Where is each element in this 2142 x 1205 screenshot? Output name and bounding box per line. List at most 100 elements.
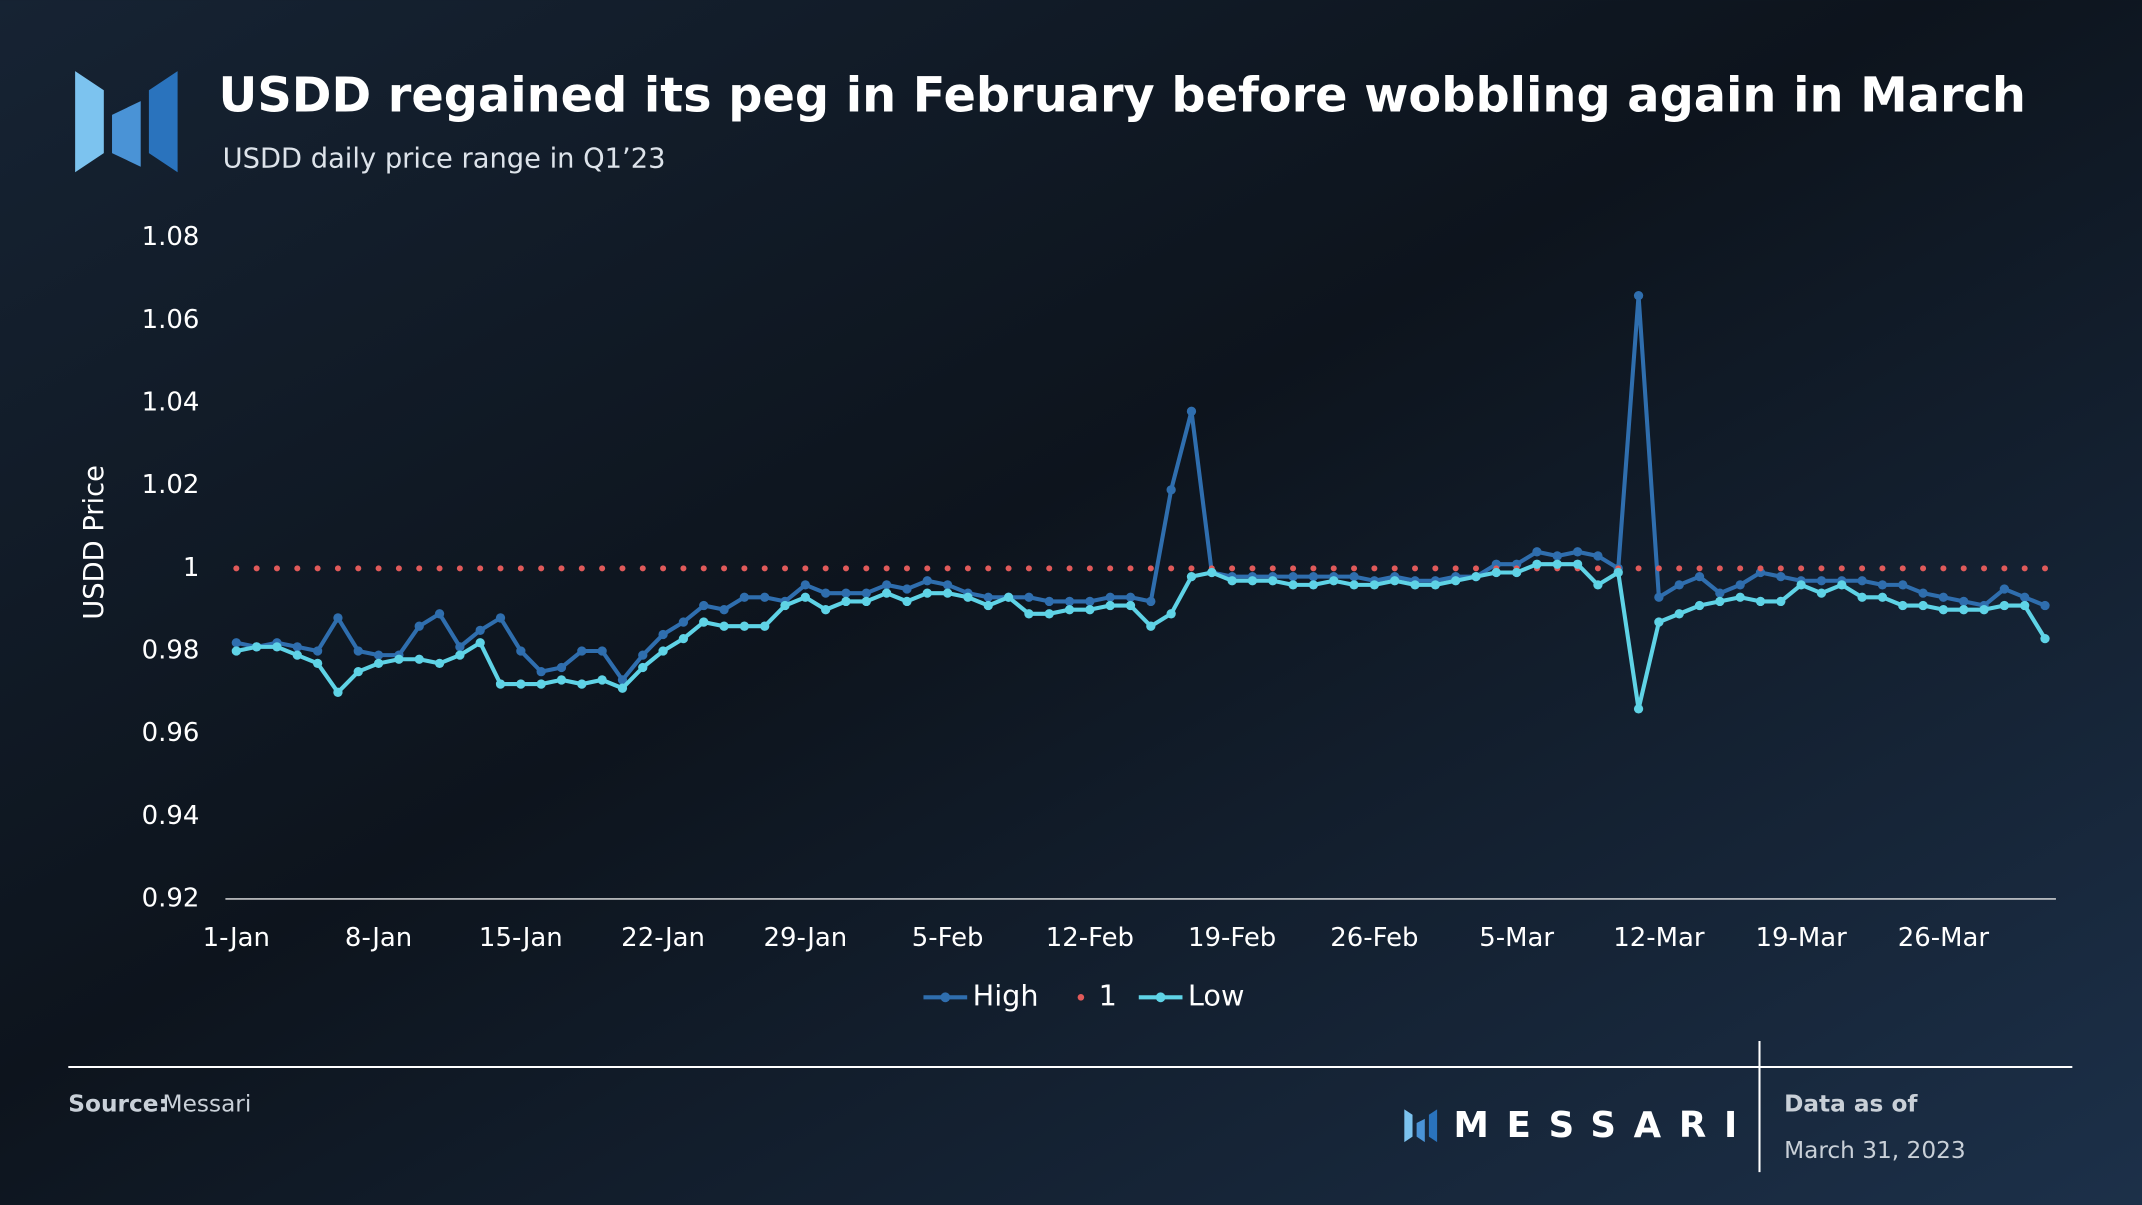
point	[1959, 605, 1969, 615]
point	[1146, 621, 1156, 631]
point	[1633, 704, 1644, 714]
point	[2020, 592, 2030, 602]
point	[719, 605, 729, 615]
point	[617, 683, 628, 693]
point	[841, 588, 851, 598]
dotted-point	[355, 565, 362, 572]
point	[1837, 580, 1847, 590]
y-tick-label: 1.02	[142, 470, 200, 500]
dotted-point	[1655, 565, 1662, 572]
point	[577, 679, 587, 689]
point	[1755, 596, 1766, 607]
point	[638, 650, 648, 660]
point	[678, 617, 689, 627]
point	[800, 580, 810, 590]
point	[1166, 609, 1176, 619]
dotted-point	[964, 565, 971, 572]
point	[495, 679, 506, 689]
point	[658, 629, 668, 640]
point	[1532, 547, 1542, 557]
dotted-point	[1046, 565, 1053, 572]
point	[1532, 559, 1542, 569]
dotted-point	[456, 565, 463, 572]
point	[1898, 600, 1908, 611]
brand: MESSARI	[1453, 1105, 1754, 1146]
dotted-point	[477, 565, 484, 572]
point	[272, 642, 282, 652]
y-tick-label: 1.04	[142, 388, 200, 418]
dotted-point	[1452, 565, 1459, 572]
dotted-point	[1777, 565, 1784, 572]
point	[1552, 559, 1562, 569]
point	[536, 679, 546, 689]
chart-subtitle: USDD daily price range in Q1’23	[223, 143, 666, 174]
dotted-point	[721, 565, 728, 572]
y-tick-label: 0.94	[142, 801, 200, 831]
dotted-point	[1920, 565, 1927, 572]
point	[1329, 576, 1339, 586]
point	[1044, 596, 1054, 607]
logo-part	[148, 71, 178, 173]
dotted-point	[1269, 565, 1276, 572]
point	[1227, 576, 1237, 586]
point	[1674, 580, 1684, 590]
dotted-point	[639, 565, 646, 572]
dotted-point	[1229, 565, 1236, 572]
point	[1694, 600, 1705, 611]
point	[1654, 592, 1664, 602]
dotted-point	[1798, 565, 1805, 572]
dotted-point	[314, 565, 321, 572]
dotted-point	[1676, 565, 1683, 572]
point	[312, 646, 323, 656]
legend-label: Low	[1188, 978, 1244, 1012]
point	[333, 687, 343, 697]
point	[1572, 559, 1583, 569]
point	[1979, 605, 1989, 615]
point	[1593, 580, 1603, 590]
dotted-point	[985, 565, 992, 572]
point	[1024, 609, 1034, 619]
point	[455, 650, 465, 660]
point	[1857, 576, 1867, 586]
point	[902, 596, 912, 607]
point	[434, 609, 445, 619]
dotted-point	[924, 565, 931, 572]
point	[1796, 580, 1806, 590]
point	[312, 658, 323, 669]
point	[1694, 571, 1705, 582]
point	[1146, 596, 1156, 607]
point	[1999, 584, 2010, 594]
point	[983, 600, 993, 611]
point	[638, 662, 648, 673]
dotted-point	[578, 565, 585, 572]
point	[821, 588, 831, 598]
y-tick-label: 1.06	[142, 305, 200, 335]
point	[1349, 580, 1359, 590]
dotted-point	[842, 565, 850, 572]
point	[597, 646, 607, 656]
point	[1288, 571, 1298, 582]
point	[678, 633, 689, 644]
dotted-point	[1371, 565, 1378, 572]
dotted-point	[294, 565, 301, 572]
dotted-point	[436, 565, 443, 572]
x-tick-label: 12-Mar	[1613, 923, 1705, 953]
point	[1654, 617, 1664, 627]
point	[1633, 290, 1644, 301]
point	[2020, 600, 2030, 611]
point	[1776, 571, 1786, 582]
point	[841, 596, 851, 607]
legend-label: High	[973, 978, 1039, 1012]
point	[1105, 600, 1115, 611]
point	[434, 658, 445, 669]
point	[1410, 580, 1420, 590]
point	[1898, 580, 1908, 590]
point	[1105, 592, 1115, 602]
date: March 31, 2023	[1784, 1137, 1966, 1164]
dotted-point	[334, 565, 341, 572]
point	[1390, 576, 1400, 586]
dotted-point	[1412, 565, 1419, 572]
point	[231, 638, 241, 648]
source: Messari	[163, 1091, 252, 1118]
y-axis-label: USDD Price	[79, 465, 110, 620]
